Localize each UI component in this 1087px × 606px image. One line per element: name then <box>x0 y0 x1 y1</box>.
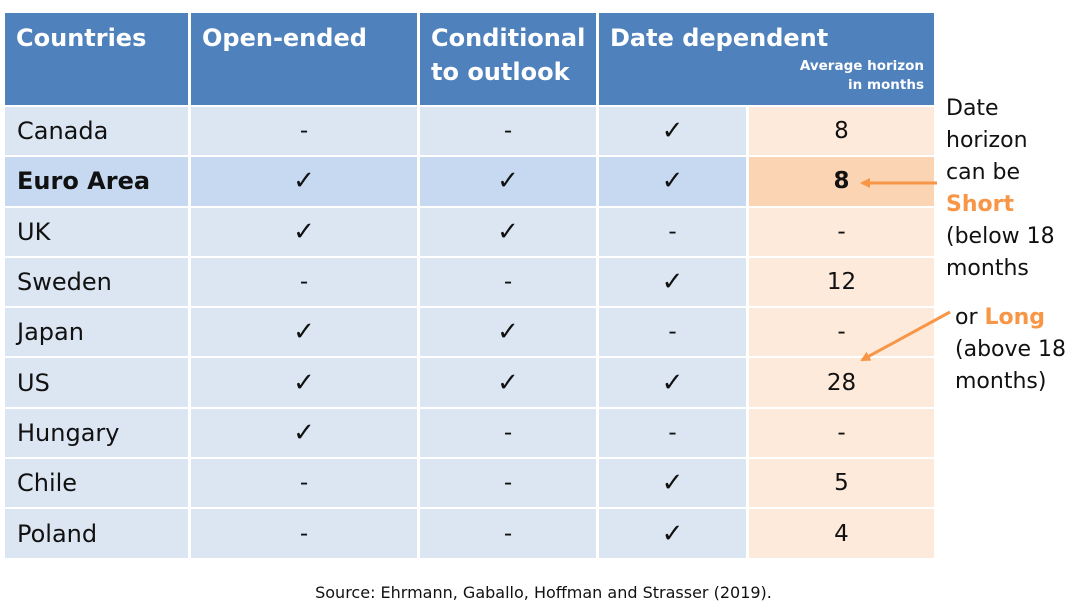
header-average-horizon-line1: Average horizon <box>799 58 924 74</box>
header-conditional: Conditional to outlook <box>420 13 596 105</box>
horizon-cell: 28 <box>749 356 934 407</box>
open-cell: ✓ <box>191 356 417 407</box>
open-cell: - <box>191 507 417 558</box>
header-open-ended: Open-ended <box>191 13 417 105</box>
open-cell: - <box>191 255 417 307</box>
horizon-cell: 12 <box>749 255 934 307</box>
short-label: Short <box>946 192 1014 217</box>
date-cell: - <box>599 406 746 458</box>
long-note-line3: months) <box>955 369 1047 394</box>
horizon-cell: 5 <box>749 457 934 508</box>
country-name: Canada <box>5 105 188 156</box>
long-label: Long <box>984 305 1046 330</box>
short-annotation: Date horizon can be Short (below 18 mont… <box>946 93 1087 285</box>
long-annotation: or Long (above 18 months) <box>955 302 1066 398</box>
long-note-line2: (above 18 <box>955 337 1067 362</box>
open-cell: - <box>191 105 417 156</box>
open-cell: - <box>191 457 417 508</box>
conditional-cell: ✓ <box>420 155 596 206</box>
conditional-cell: ✓ <box>420 205 596 256</box>
open-cell: ✓ <box>191 205 417 256</box>
short-note-line2: can be <box>946 160 1021 185</box>
horizon-cell: 4 <box>749 507 934 558</box>
date-cell: ✓ <box>599 356 746 407</box>
conditional-cell: ✓ <box>420 356 596 407</box>
country-name: Hungary <box>5 406 188 458</box>
date-cell: ✓ <box>599 507 746 558</box>
conditional-cell: ✓ <box>420 306 596 357</box>
date-cell: ✓ <box>599 255 746 307</box>
conditional-cell: - <box>420 457 596 508</box>
conditional-cell: - <box>420 255 596 307</box>
horizon-cell: - <box>749 306 934 357</box>
header-date-dependent: Date dependent Average horizon in months <box>599 13 934 105</box>
header-average-horizon: Average horizon in months <box>800 57 924 95</box>
short-note-line4: months <box>946 256 1029 281</box>
date-cell: - <box>599 205 746 256</box>
country-name: Poland <box>5 507 188 558</box>
open-cell: ✓ <box>191 155 417 206</box>
header-countries: Countries <box>5 13 188 105</box>
conditional-cell: - <box>420 406 596 458</box>
country-name: US <box>5 356 188 407</box>
open-cell: ✓ <box>191 406 417 458</box>
country-name: Sweden <box>5 255 188 307</box>
header-date-dependent-label: Date dependent <box>610 24 829 52</box>
date-cell: ✓ <box>599 105 746 156</box>
forward-guidance-table: Countries Open-ended Conditional to outl… <box>5 13 934 558</box>
short-note-line1: Date horizon <box>946 96 1028 153</box>
country-name: Chile <box>5 457 188 508</box>
long-note-line1: or Long <box>955 302 1066 334</box>
country-name: Japan <box>5 306 188 357</box>
date-cell: - <box>599 306 746 357</box>
conditional-cell: - <box>420 105 596 156</box>
long-note-prefix: or <box>955 305 978 330</box>
header-average-horizon-line2: in months <box>848 77 924 93</box>
date-cell: ✓ <box>599 457 746 508</box>
date-cell: ✓ <box>599 155 746 206</box>
open-cell: ✓ <box>191 306 417 357</box>
source-caption: Source: Ehrmann, Gaballo, Hoffman and St… <box>315 583 772 602</box>
horizon-cell: 8 <box>749 155 934 206</box>
short-note-line3: (below 18 <box>946 224 1055 249</box>
country-name: Euro Area <box>5 155 188 206</box>
horizon-cell: 8 <box>749 105 934 156</box>
horizon-cell: - <box>749 205 934 256</box>
horizon-cell: - <box>749 406 934 458</box>
conditional-cell: - <box>420 507 596 558</box>
country-name: UK <box>5 205 188 256</box>
